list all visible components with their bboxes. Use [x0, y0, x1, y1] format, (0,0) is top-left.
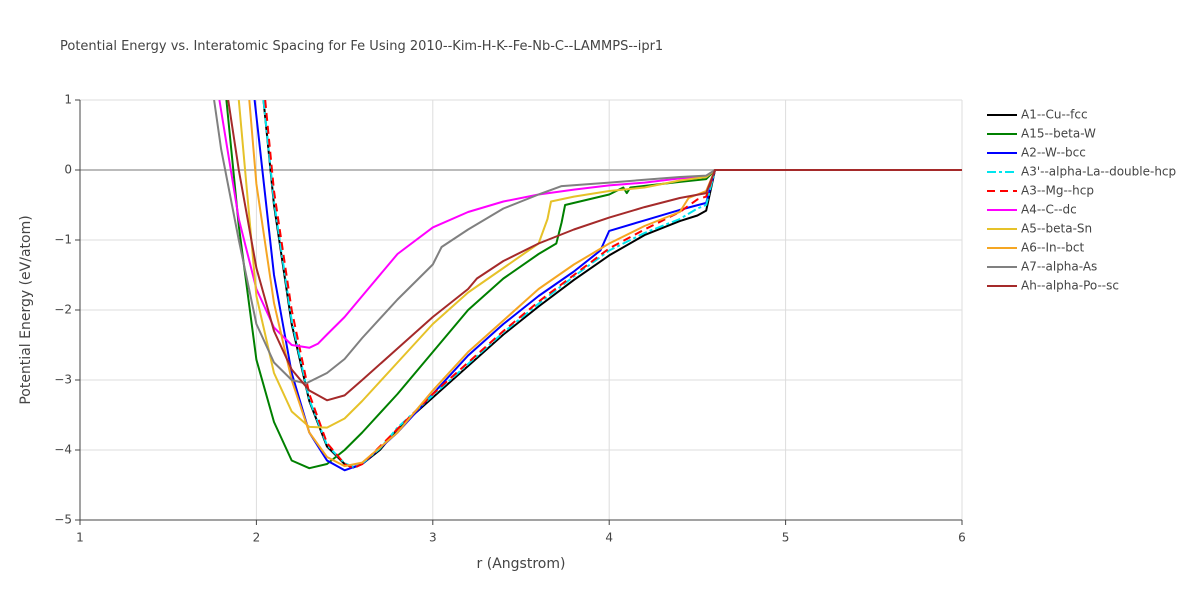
legend-label: A3--Mg--hcp	[1021, 184, 1094, 198]
legend-label: A15--beta-W	[1021, 127, 1096, 141]
x-tick-label: 5	[782, 531, 790, 545]
y-tick-label: 0	[64, 163, 72, 177]
legend: A1--Cu--fcc A15--beta-W A2--W--bcc A3'--alp…	[987, 108, 1176, 293]
y-tick-label: −2	[54, 303, 72, 317]
legend-label: A6--In--bct	[1021, 241, 1085, 255]
legend-label: A4--C--dc	[1021, 203, 1077, 217]
x-tick-label: 3	[429, 531, 437, 545]
y-tick-label: 1	[64, 93, 72, 107]
legend-label: A1--Cu--fcc	[1021, 108, 1088, 122]
y-tick-label: −1	[54, 233, 72, 247]
series-line	[225, 100, 962, 470]
x-tick-label: 1	[76, 531, 84, 545]
series-line	[253, 100, 962, 472]
series-line	[237, 100, 962, 429]
series-line	[213, 100, 962, 385]
x-axis-title: r (Angstrom)	[477, 556, 566, 572]
legend-label: Ah--alpha-Po--sc	[1021, 279, 1119, 293]
x-tick-label: 2	[253, 531, 261, 545]
y-tick-label: −4	[54, 443, 72, 457]
y-tick-label: −3	[54, 373, 72, 387]
plot-area	[213, 100, 962, 472]
y-tick-label: −5	[54, 513, 72, 527]
series-line	[264, 100, 962, 470]
series-line	[262, 100, 962, 468]
series-line	[248, 100, 962, 468]
legend-label: A5--beta-Sn	[1021, 222, 1092, 236]
legend-label: A2--W--bcc	[1021, 146, 1086, 160]
y-axis-title: Potential Energy (eV/atom)	[18, 215, 34, 404]
legend-label: A3'--alpha-La--double-hcp	[1021, 165, 1176, 179]
chart-title: Potential Energy vs. Interatomic Spacing…	[60, 39, 663, 54]
x-tick-label: 6	[958, 531, 966, 545]
series-line	[227, 100, 962, 402]
axes: 1 2 3 4 5 6 1 0 −1 −2 −3 −4 −5	[54, 93, 966, 545]
series-line	[262, 100, 962, 469]
series-line	[218, 100, 962, 349]
x-tick-label: 4	[605, 531, 613, 545]
legend-label: A7--alpha-As	[1021, 260, 1097, 274]
